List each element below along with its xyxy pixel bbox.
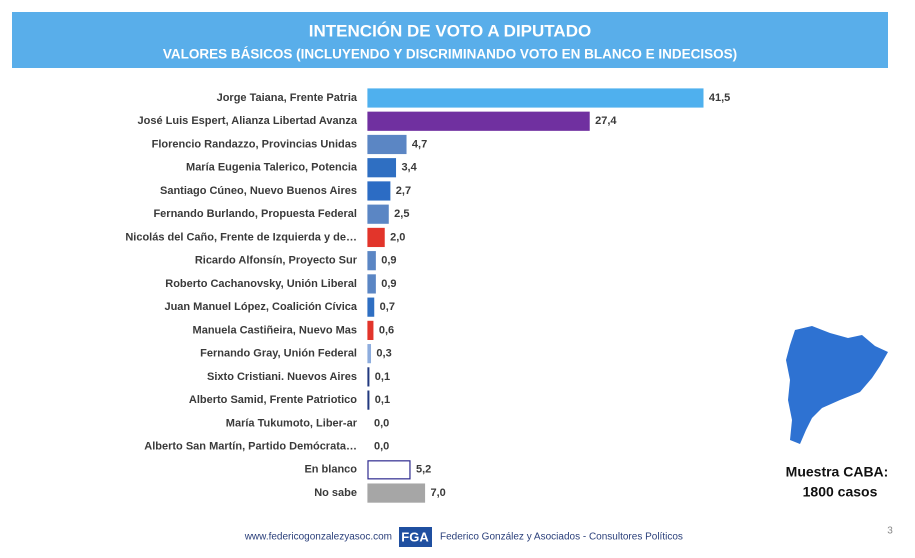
bar [367, 367, 370, 387]
bar [367, 111, 590, 131]
footer-url[interactable]: www.federicogonzalezyasoc.com [244, 532, 392, 543]
footer-company: Federico González y Asociados - Consulto… [440, 532, 683, 543]
category-label: Fernando Burlando, Propuesta Federal [153, 208, 357, 220]
header-band [12, 12, 888, 68]
value-label: 0,7 [380, 301, 395, 313]
category-label: No sabe [314, 487, 357, 499]
bar [367, 227, 385, 248]
category-label: Jorge Taiana, Frente Patria [217, 92, 358, 104]
value-label: 3,4 [401, 162, 417, 174]
logo: FGA [401, 529, 429, 544]
category-label: María Eugenia Talerico, Potencia [186, 162, 358, 174]
value-label: 0,9 [381, 255, 396, 267]
chart-subtitle: VALORES BÁSICOS (INCLUYENDO Y DISCRIMINA… [163, 47, 737, 62]
category-label: Alberto Samid, Frente Patriotico [189, 394, 357, 406]
value-label: 2,5 [394, 208, 409, 220]
category-label: Manuela Castiñeira, Nuevo Mas [193, 324, 357, 336]
value-label: 0,1 [375, 394, 390, 406]
category-label: Nicolás del Caño, Frente de Izquierda y … [125, 231, 357, 243]
bar [367, 88, 704, 108]
category-label: Juan Manuel López, Coalición Cívica [164, 301, 357, 313]
sample-note: 1800 casos [803, 484, 878, 500]
value-label: 2,0 [390, 231, 405, 243]
category-label: Florencio Randazzo, Provincias Unidas [152, 138, 357, 150]
category-label: María Tukumoto, Liber-ar [226, 417, 358, 429]
bar [367, 204, 389, 224]
value-label: 4,7 [412, 138, 427, 150]
value-label: 41,5 [709, 92, 730, 104]
category-label: José Luis Espert, Alianza Libertad Avanz… [138, 115, 358, 127]
bar [367, 460, 411, 480]
category-label: En blanco [304, 464, 357, 476]
value-label: 0,0 [374, 441, 389, 453]
value-label: 0,1 [375, 371, 390, 383]
bar [367, 181, 391, 201]
bar [367, 274, 376, 294]
value-label: 7,0 [430, 487, 445, 499]
map-icon [786, 326, 888, 444]
bar [367, 158, 397, 178]
category-label: Fernando Gray, Unión Federal [200, 348, 357, 360]
chart-title: INTENCIÓN DE VOTO A DIPUTADO [309, 21, 591, 40]
value-label: 27,4 [595, 115, 617, 127]
category-label: Roberto Cachanovsky, Unión Liberal [165, 278, 357, 290]
page-number: 3 [887, 526, 893, 537]
bar [367, 320, 374, 340]
bar [367, 134, 407, 155]
category-label: Sixto Cristiani. Nuevos Aires [207, 371, 357, 383]
bar [367, 344, 372, 364]
bar [367, 251, 376, 271]
value-label: 0,9 [381, 278, 396, 290]
category-label: Alberto San Martín, Partido Demócrata… [144, 441, 357, 453]
logo-box [399, 527, 432, 547]
bar [367, 483, 426, 503]
value-label: 0,0 [374, 417, 389, 429]
category-label: Ricardo Alfonsín, Proyecto Sur [195, 255, 358, 267]
category-label: Santiago Cúneo, Nuevo Buenos Aires [160, 185, 357, 197]
sample-note: Muestra CABA: [786, 464, 889, 480]
value-label: 0,3 [376, 348, 391, 360]
value-label: 5,2 [416, 464, 431, 476]
bar [367, 297, 375, 317]
bar [367, 390, 370, 410]
value-label: 0,6 [379, 324, 394, 336]
value-label: 2,7 [396, 185, 411, 197]
